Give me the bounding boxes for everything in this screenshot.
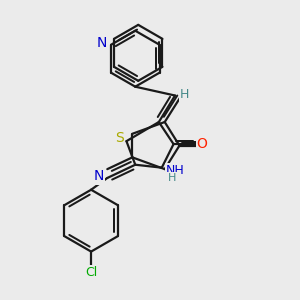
Text: H: H <box>168 173 176 183</box>
Text: N: N <box>97 36 107 50</box>
Text: H: H <box>180 88 189 100</box>
Text: S: S <box>115 131 124 145</box>
Text: O: O <box>197 137 208 151</box>
Text: Cl: Cl <box>85 266 97 279</box>
Text: NH: NH <box>166 164 184 177</box>
Text: N: N <box>93 169 104 184</box>
